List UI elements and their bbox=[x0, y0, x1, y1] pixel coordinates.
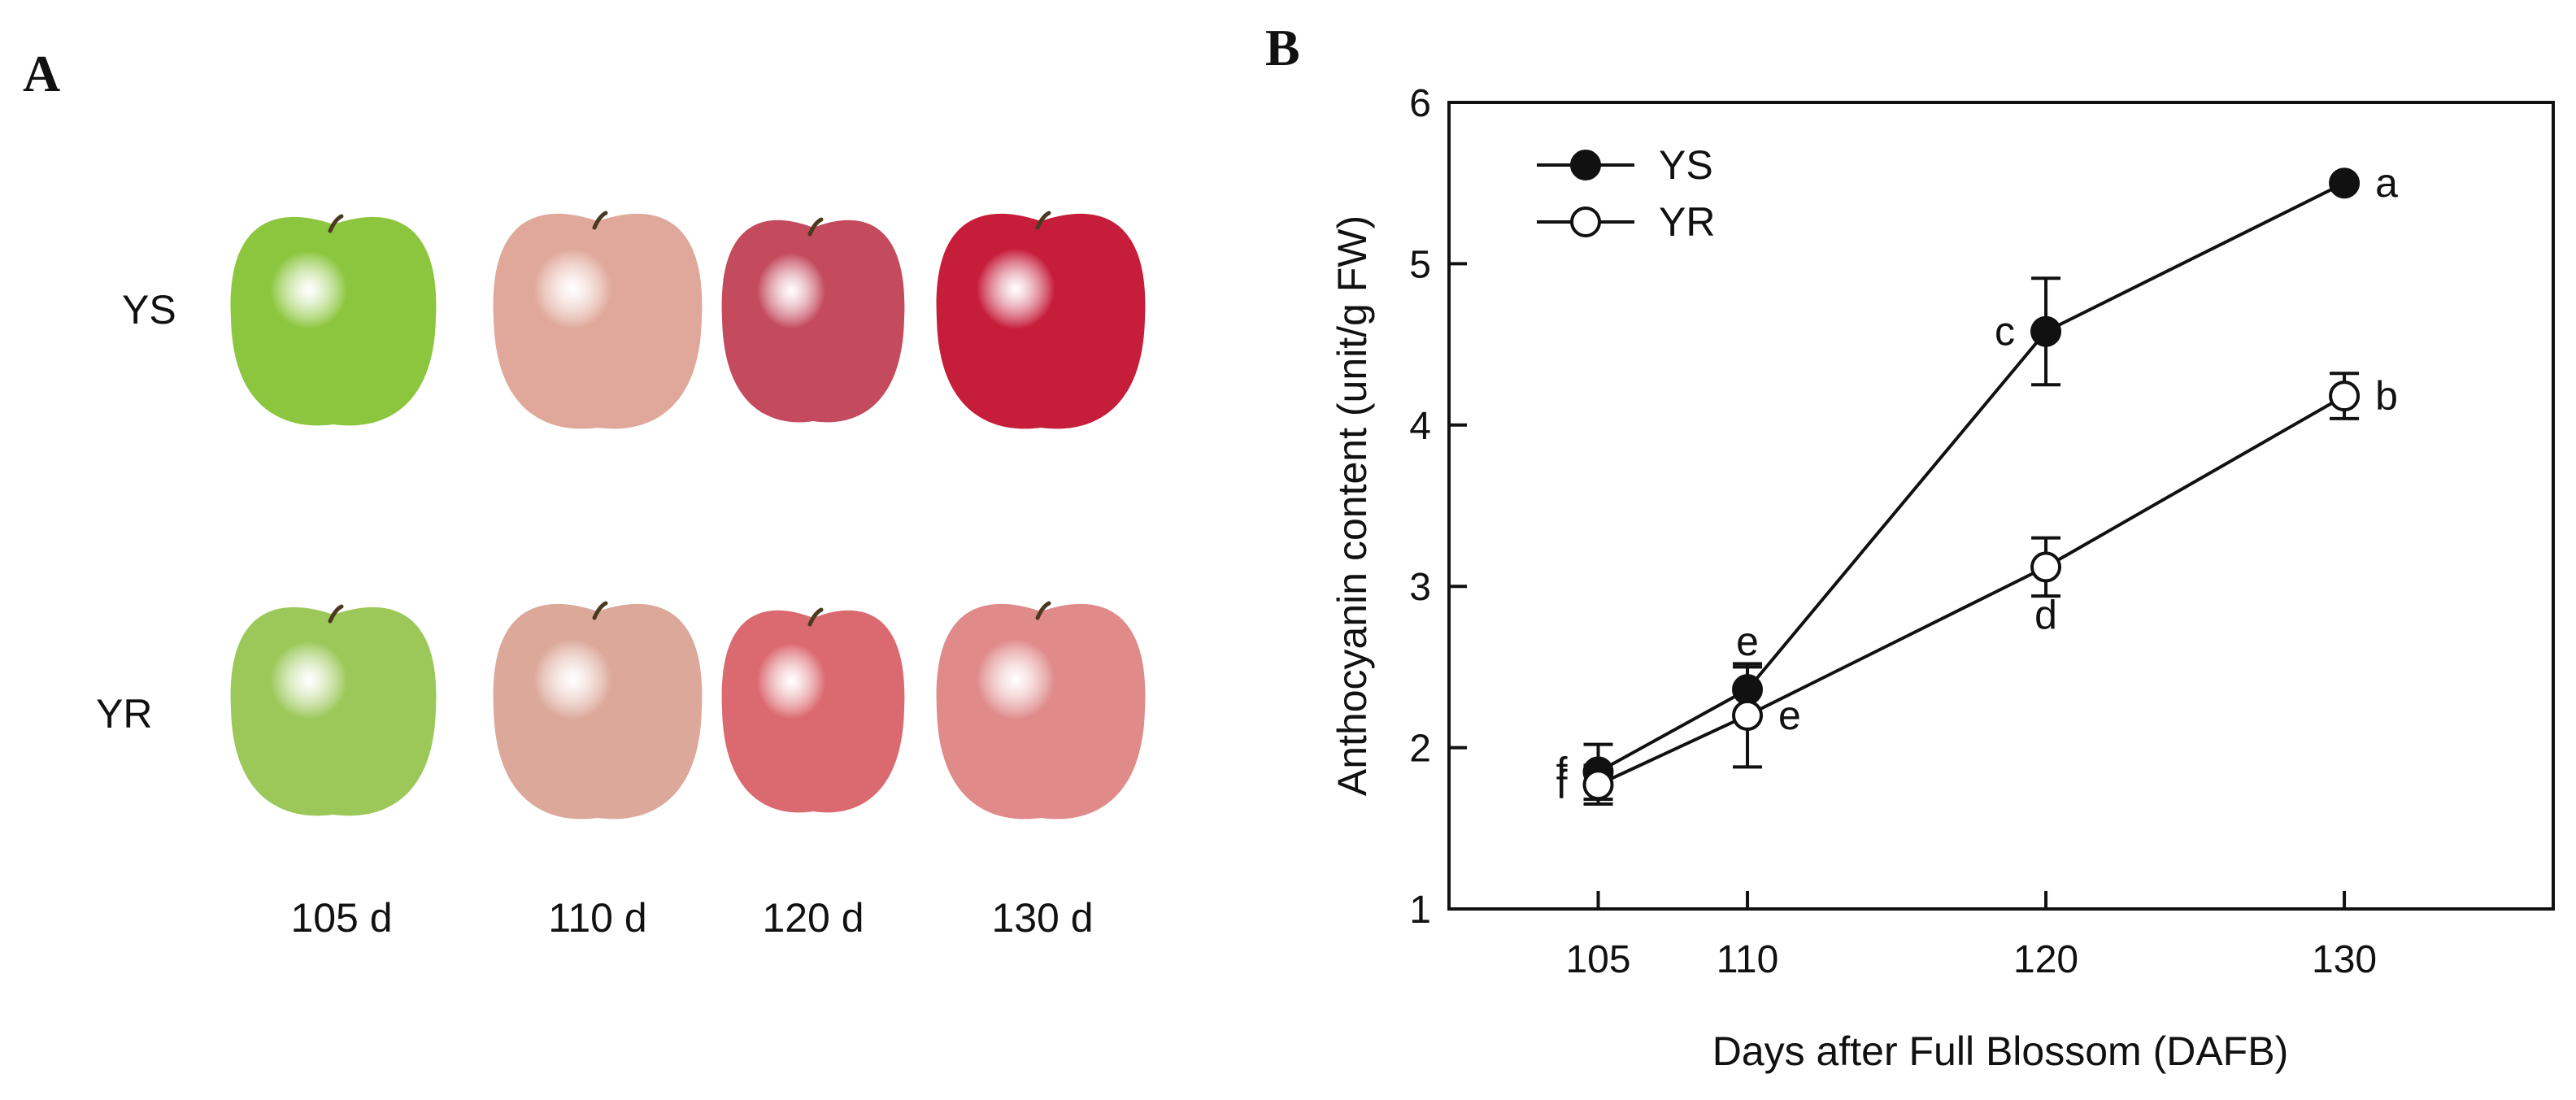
panel-b-letter: B bbox=[1265, 19, 1300, 76]
series-line-ys bbox=[1597, 181, 2345, 774]
day-label-105: 105 d bbox=[290, 895, 392, 941]
apple-yr-3 bbox=[721, 610, 905, 813]
apple-yr-1 bbox=[230, 607, 437, 816]
apple-yr-4 bbox=[936, 603, 1146, 820]
data-point-yr bbox=[1732, 699, 1764, 731]
apple-yr-2 bbox=[493, 603, 703, 820]
line-chart: 1 2 3 4 5 6 105 110 120 130 f e c a f e d b YS YR Days a… bbox=[1329, 82, 2555, 1074]
y-axis-title: Anthocyanin content (unit/g FW) bbox=[1329, 215, 1375, 796]
apple-stem bbox=[807, 607, 824, 627]
y-tick-label: 1 bbox=[1409, 889, 1431, 932]
significance-label-yr: b bbox=[2375, 373, 2398, 419]
plot-frame bbox=[1447, 101, 2555, 911]
apple-ys-1 bbox=[230, 216, 437, 426]
legend-label: YR bbox=[1659, 199, 1715, 245]
y-tick-label: 4 bbox=[1409, 405, 1431, 448]
series-layer: f e c a f e d b bbox=[1556, 160, 2398, 807]
significance-label-yr: e bbox=[1778, 693, 1801, 738]
x-tick-label: 110 bbox=[1717, 938, 1779, 981]
apple-ys-3 bbox=[721, 220, 905, 423]
legend-label: YS bbox=[1659, 142, 1713, 188]
significance-label-ys: e bbox=[1736, 619, 1759, 664]
apple-stem bbox=[328, 604, 344, 624]
row-label-yr: YR bbox=[96, 691, 152, 737]
x-axis-title: Days after Full Blossom (DAFB) bbox=[1712, 1028, 2288, 1074]
legend-marker bbox=[1570, 150, 1601, 180]
panel-a: A YS YR 105 d 110 d 120 d 130 d bbox=[23, 45, 1146, 941]
x-tick-label: 105 bbox=[1565, 938, 1630, 981]
significance-label-ys: f bbox=[1556, 749, 1568, 794]
x-axis-ticks: 105 110 120 130 bbox=[1565, 891, 2377, 981]
y-tick-label: 5 bbox=[1409, 243, 1431, 286]
legend: YS YR bbox=[1537, 142, 1715, 245]
significance-label-yr: d bbox=[2034, 592, 2057, 637]
significance-label-yr: f bbox=[1556, 762, 1568, 807]
apple-stem bbox=[592, 601, 608, 620]
row-label-ys: YS bbox=[122, 287, 176, 333]
data-point-yr bbox=[2329, 380, 2361, 412]
apple-stem bbox=[592, 211, 608, 230]
apple-stem bbox=[1035, 211, 1051, 230]
apple-ys-4 bbox=[936, 213, 1146, 429]
panel-b: B 1 2 3 4 5 6 105 110 120 130 f e c a f e d b YS YR Days… bbox=[1265, 19, 2555, 1074]
apple-photo-grid bbox=[230, 211, 1146, 820]
series-line-yr bbox=[1597, 394, 2346, 787]
x-tick-label: 130 bbox=[2312, 938, 2377, 981]
panel-a-letter: A bbox=[23, 45, 60, 102]
x-tick-label: 120 bbox=[2013, 938, 2078, 981]
day-label-110: 110 d bbox=[548, 895, 646, 941]
day-label-120: 120 d bbox=[762, 895, 864, 941]
significance-label-ys: a bbox=[2375, 160, 2398, 206]
day-label-130: 130 d bbox=[991, 895, 1093, 941]
apple-stem bbox=[1035, 601, 1051, 620]
data-point-ys bbox=[2329, 167, 2361, 199]
y-axis-ticks: 1 2 3 4 5 6 bbox=[1409, 82, 1467, 932]
apple-stem bbox=[328, 214, 344, 233]
legend-marker bbox=[1570, 207, 1601, 237]
significance-label-ys: c bbox=[1995, 309, 2015, 354]
apple-stem bbox=[807, 217, 824, 237]
y-tick-label: 3 bbox=[1409, 566, 1431, 609]
y-tick-label: 2 bbox=[1409, 728, 1431, 771]
data-point-ys bbox=[2030, 315, 2062, 347]
data-point-yr bbox=[1582, 769, 1614, 801]
apple-ys-2 bbox=[493, 213, 703, 429]
y-tick-label: 6 bbox=[1409, 82, 1431, 125]
data-point-yr bbox=[2030, 551, 2062, 583]
